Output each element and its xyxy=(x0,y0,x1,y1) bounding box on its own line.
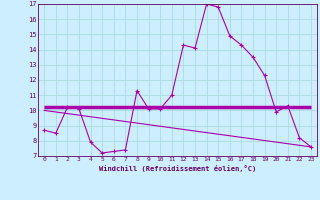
X-axis label: Windchill (Refroidissement éolien,°C): Windchill (Refroidissement éolien,°C) xyxy=(99,165,256,172)
